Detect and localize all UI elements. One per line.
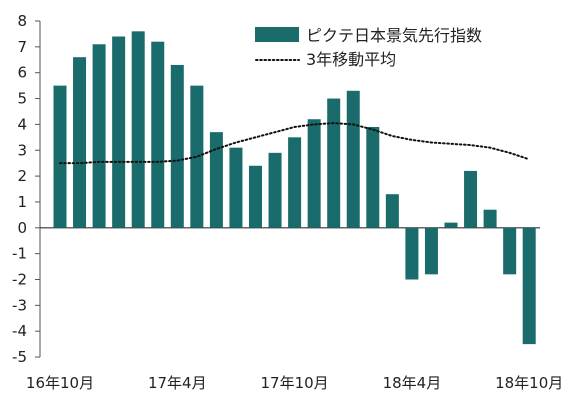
bar bbox=[190, 85, 204, 228]
bar bbox=[366, 126, 380, 228]
y-tick-label: 8 bbox=[17, 12, 27, 30]
y-tick-label: 6 bbox=[17, 64, 27, 82]
bar bbox=[53, 85, 67, 228]
y-tick-label: -5 bbox=[12, 348, 27, 366]
y-tick-label: -1 bbox=[12, 245, 27, 263]
bar bbox=[327, 98, 341, 228]
bar bbox=[424, 227, 438, 275]
bar bbox=[229, 147, 243, 228]
legend-swatch-bar bbox=[255, 27, 299, 42]
x-tick-label: 16年10月 bbox=[26, 374, 94, 392]
bar bbox=[346, 90, 360, 228]
tick-labels: 8 7 6 5 4 3 2 1 0 -1 -2 -3 -4 -5 16年10月 17年4月 17年10月 18年4… bbox=[12, 12, 563, 392]
bar bbox=[307, 119, 321, 228]
y-tick-label: 4 bbox=[17, 115, 27, 133]
bar bbox=[503, 227, 517, 275]
y-tick-label: 0 bbox=[17, 219, 27, 237]
y-tick-label: 3 bbox=[17, 141, 27, 159]
bar bbox=[405, 227, 419, 280]
y-tick-label: 7 bbox=[17, 38, 27, 56]
x-tick-label: 18年10月 bbox=[495, 374, 563, 392]
bar bbox=[288, 137, 302, 228]
bar bbox=[131, 31, 145, 228]
bar bbox=[385, 194, 399, 228]
y-tick-label: -4 bbox=[12, 322, 27, 340]
x-tick-label: 17年4月 bbox=[148, 374, 207, 392]
bar-series bbox=[53, 31, 536, 345]
bar bbox=[522, 227, 536, 345]
moving-average-line bbox=[59, 122, 531, 165]
moving-average-series bbox=[59, 122, 531, 165]
bar bbox=[92, 44, 106, 228]
bar bbox=[151, 41, 165, 228]
bar bbox=[268, 152, 282, 228]
bar bbox=[483, 209, 497, 228]
bar bbox=[73, 57, 87, 228]
bar bbox=[112, 36, 126, 228]
y-tick-label: 5 bbox=[17, 90, 27, 108]
bar bbox=[209, 132, 223, 228]
y-tick-label: 2 bbox=[17, 167, 27, 185]
x-tick-label: 17年10月 bbox=[261, 374, 329, 392]
bar bbox=[464, 170, 478, 228]
y-tick-label: -2 bbox=[12, 271, 27, 289]
legend-label-line: 3年移動平均 bbox=[306, 50, 396, 69]
legend-label-bar: ピクテ日本景気先行指数 bbox=[306, 26, 482, 45]
y-tick-label: 1 bbox=[17, 193, 27, 211]
y-tick-label: -3 bbox=[12, 296, 27, 314]
bar bbox=[444, 222, 458, 228]
bar bbox=[170, 64, 184, 228]
legend: ピクテ日本景気先行指数 3年移動平均 bbox=[255, 26, 482, 69]
x-tick-label: 18年4月 bbox=[383, 374, 442, 392]
bar bbox=[249, 165, 262, 228]
